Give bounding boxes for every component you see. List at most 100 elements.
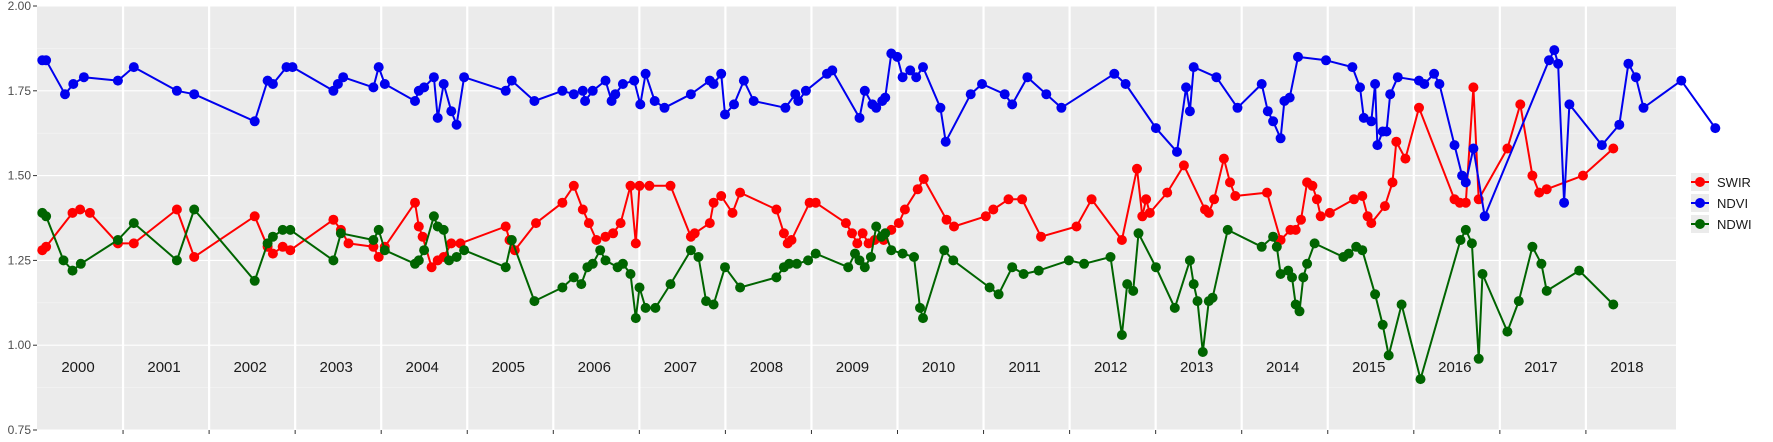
data-point-ndwi (693, 252, 704, 262)
data-point-swir (1230, 191, 1241, 201)
data-point-ndwi (1370, 289, 1381, 300)
data-point-ndvi (977, 79, 987, 89)
data-point-swir (583, 218, 594, 229)
data-point-ndwi (1184, 255, 1195, 266)
data-point-ndvi (41, 55, 52, 66)
data-point-ndwi (1357, 245, 1368, 256)
data-point-ndwi (262, 238, 273, 249)
data-point-ndwi (1287, 272, 1297, 283)
data-point-ndwi (1222, 224, 1233, 235)
data-point-ndvi (1109, 68, 1120, 79)
data-point-swir (343, 238, 354, 249)
data-point-swir (980, 211, 991, 222)
data-point-ndvi (1553, 58, 1564, 69)
data-point-ndvi (171, 85, 182, 96)
data-point-swir (608, 228, 619, 239)
data-point-swir (615, 218, 626, 229)
data-point-ndvi (1041, 89, 1052, 100)
data-point-ndwi (1116, 330, 1127, 340)
data-point-swir (893, 218, 904, 229)
data-point-ndwi (650, 302, 661, 313)
data-point-ndvi (827, 65, 838, 76)
data-point-ndwi (1477, 269, 1488, 279)
data-point-ndvi (1381, 126, 1392, 137)
data-point-ndvi (1358, 112, 1369, 123)
data-point-ndvi (1321, 55, 1331, 66)
data-point-ndwi (771, 272, 782, 283)
data-point-ndvi (940, 136, 951, 147)
data-point-ndvi (685, 89, 696, 100)
legend-item-ndwi: NDWI (1691, 215, 1752, 233)
data-point-ndvi (738, 75, 749, 86)
legend-label: NDWI (1717, 217, 1752, 232)
data-point-swir (941, 214, 952, 225)
data-point-swir (249, 211, 260, 222)
data-point-swir (630, 238, 641, 249)
data-point-ndwi (529, 296, 540, 307)
data-point-ndvi (1232, 102, 1243, 113)
data-point-ndvi (1638, 102, 1649, 113)
data-point-swir (1116, 235, 1127, 245)
data-point-swir (41, 241, 52, 252)
data-point-swir (1311, 194, 1322, 205)
data-point-ndvi (438, 79, 449, 89)
data-point-ndwi (41, 211, 52, 222)
data-point-ndvi (587, 85, 598, 96)
data-point-ndwi (1309, 238, 1320, 249)
data-point-ndwi (595, 245, 606, 256)
data-point-swir (328, 214, 339, 225)
data-point-ndwi (328, 255, 339, 266)
data-point-ndvi (1172, 146, 1182, 157)
data-point-ndwi (368, 235, 379, 245)
legend-item-swir: SWIR (1691, 173, 1751, 191)
series-ndwi (37, 204, 1619, 385)
data-point-ndwi (886, 245, 897, 256)
data-point-ndwi (1608, 299, 1619, 310)
data-point-ndvi (1262, 106, 1273, 117)
data-point-swir (1379, 201, 1390, 212)
data-point-ndwi (1128, 285, 1139, 296)
data-point-ndvi (610, 89, 621, 100)
data-point-swir (644, 180, 655, 191)
data-point-ndwi (373, 224, 384, 235)
data-point-swir (1178, 160, 1189, 171)
data-point-swir (373, 252, 384, 262)
year-label: 2000 (61, 359, 94, 376)
series-ndvi (37, 45, 1721, 222)
year-label: 2007 (664, 359, 697, 376)
data-point-ndvi (1211, 72, 1222, 83)
y-tick-label: 1.25 (8, 253, 32, 267)
year-label: 2017 (1524, 359, 1557, 376)
data-point-ndwi (880, 228, 891, 239)
data-point-ndwi (939, 245, 950, 256)
data-point-ndvi (1372, 140, 1383, 151)
data-point-ndvi (859, 85, 870, 96)
data-point-ndwi (859, 262, 870, 273)
year-label: 2012 (1094, 359, 1127, 376)
data-point-ndwi (1192, 296, 1203, 307)
data-point-swir (1460, 197, 1471, 208)
data-point-ndwi (1473, 353, 1484, 364)
data-point-ndvi (1347, 62, 1358, 73)
data-point-ndvi (577, 85, 588, 96)
data-point-ndvi (267, 79, 278, 89)
data-point-ndvi (748, 96, 759, 106)
data-point-swir (1003, 194, 1014, 205)
data-point-ndvi (451, 119, 462, 130)
data-point-ndwi (506, 235, 517, 245)
data-point-swir (84, 207, 95, 218)
data-point-ndwi (1298, 272, 1309, 283)
data-point-ndvi (629, 75, 640, 86)
data-point-swir (1324, 207, 1335, 218)
data-point-ndwi (1455, 235, 1466, 245)
data-point-ndwi (701, 296, 712, 307)
data-point-ndwi (500, 262, 511, 273)
data-point-ndvi (800, 85, 811, 96)
data-point-ndvi (1056, 102, 1067, 113)
legend-item-ndvi: NDVI (1691, 194, 1748, 212)
data-point-ndwi (1197, 347, 1208, 357)
data-point-ndvi (249, 116, 260, 127)
data-point-swir (446, 238, 457, 249)
data-point-ndvi (1392, 72, 1403, 83)
data-point-ndwi (708, 299, 719, 310)
